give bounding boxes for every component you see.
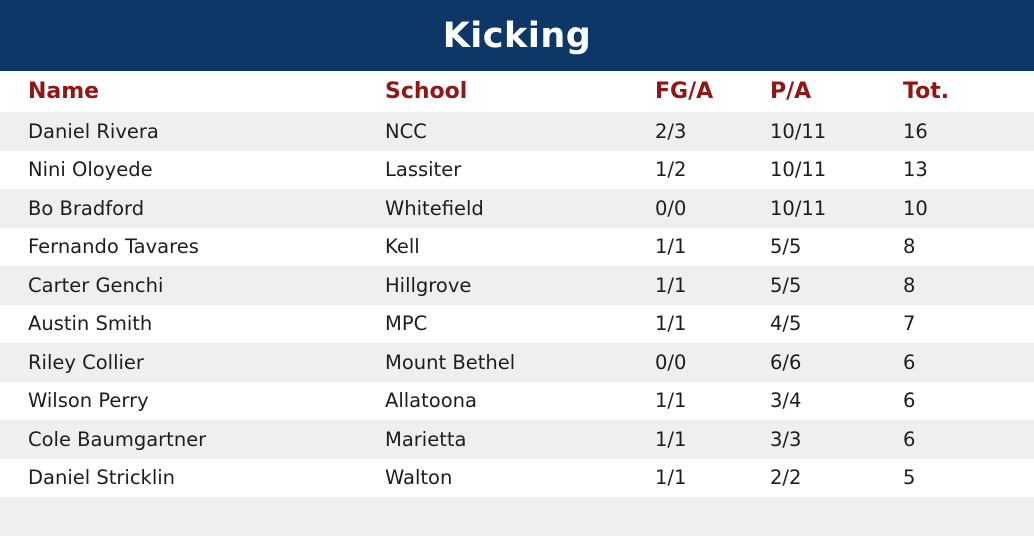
pa-cell: 10/11 <box>770 196 827 220</box>
school-cell: Marietta <box>385 427 467 451</box>
column-header-fga: FG/A <box>655 71 770 112</box>
table-row: Bo Bradford Whitefield 0/0 10/11 10 <box>0 189 1034 228</box>
school-cell: Kell <box>385 235 420 259</box>
school-cell: Walton <box>385 466 453 490</box>
school-cell: Allatoona <box>385 389 477 413</box>
column-header-name: Name <box>0 71 385 112</box>
school-cell: Hillgrove <box>385 273 472 297</box>
column-header-pa: P/A <box>770 71 903 112</box>
tot-cell: 6 <box>903 427 916 451</box>
tot-cell: 8 <box>903 273 916 297</box>
fga-cell: 1/1 <box>655 235 687 259</box>
pa-cell: 4/5 <box>770 312 802 336</box>
school-cell: Whitefield <box>385 196 484 220</box>
table-row-clipped <box>0 497 1034 536</box>
player-name-cell: Bo Bradford <box>28 196 145 220</box>
column-header-school: School <box>385 71 655 112</box>
tot-cell: 5 <box>903 466 916 490</box>
pa-cell: 5/5 <box>770 235 802 259</box>
player-name-cell: Daniel Stricklin <box>28 466 176 490</box>
table-row: Carter Genchi Hillgrove 1/1 5/5 8 <box>0 266 1034 305</box>
table-header-row: Name School FG/A P/A Tot. <box>0 71 1034 112</box>
player-name-cell: Nini Oloyede <box>28 158 153 182</box>
table-row: Wilson Perry Allatoona 1/1 3/4 6 <box>0 381 1034 420</box>
school-cell: MPC <box>385 312 428 336</box>
tot-cell: 8 <box>903 235 916 259</box>
empty-cell <box>903 497 1034 536</box>
empty-cell <box>0 497 385 536</box>
fga-cell: 1/2 <box>655 158 687 182</box>
tot-cell: 16 <box>903 119 928 143</box>
table-row: Fernando Tavares Kell 1/1 5/5 8 <box>0 227 1034 266</box>
empty-cell <box>385 497 655 536</box>
player-name-cell: Wilson Perry <box>28 389 149 413</box>
widget-title-bar: Kicking <box>0 0 1034 71</box>
pa-cell: 3/4 <box>770 389 802 413</box>
table-row: Nini Oloyede Lassiter 1/2 10/11 13 <box>0 150 1034 189</box>
kicking-stats-table: Name School FG/A P/A Tot. Daniel Rivera N… <box>0 71 1034 536</box>
table-row: Austin Smith MPC 1/1 4/5 7 <box>0 304 1034 343</box>
column-header-tot: Tot. <box>903 71 1034 112</box>
tot-cell: 10 <box>903 196 928 220</box>
fga-cell: 1/1 <box>655 273 687 297</box>
table-row: Cole Baumgartner Marietta 1/1 3/3 6 <box>0 420 1034 459</box>
table-row: Daniel Stricklin Walton 1/1 2/2 5 <box>0 458 1034 497</box>
table-row: Riley Collier Mount Bethel 0/0 6/6 6 <box>0 343 1034 382</box>
tot-cell: 13 <box>903 158 928 182</box>
player-name-cell: Daniel Rivera <box>28 119 159 143</box>
empty-cell <box>655 497 770 536</box>
page-title: Kicking <box>442 15 592 56</box>
table-body: Daniel Rivera NCC 2/3 10/11 16 Nini Oloyede La… <box>0 112 1034 536</box>
pa-cell: 6/6 <box>770 350 802 374</box>
pa-cell: 10/11 <box>770 158 827 182</box>
school-cell: NCC <box>385 119 427 143</box>
school-cell: Lassiter <box>385 158 462 182</box>
fga-cell: 2/3 <box>655 119 687 143</box>
fga-cell: 1/1 <box>655 466 687 490</box>
pa-cell: 2/2 <box>770 466 802 490</box>
fga-cell: 0/0 <box>655 350 687 374</box>
player-name-cell: Fernando Tavares <box>28 235 199 259</box>
pa-cell: 3/3 <box>770 427 802 451</box>
tot-cell: 6 <box>903 389 916 413</box>
pa-cell: 10/11 <box>770 119 827 143</box>
player-name-cell: Cole Baumgartner <box>28 427 207 451</box>
pa-cell: 5/5 <box>770 273 802 297</box>
fga-cell: 1/1 <box>655 389 687 413</box>
tot-cell: 6 <box>903 350 916 374</box>
fga-cell: 1/1 <box>655 312 687 336</box>
player-name-cell: Carter Genchi <box>28 273 164 297</box>
fga-cell: 1/1 <box>655 427 687 451</box>
tot-cell: 7 <box>903 312 916 336</box>
fga-cell: 0/0 <box>655 196 687 220</box>
school-cell: Mount Bethel <box>385 350 516 374</box>
table-row: Daniel Rivera NCC 2/3 10/11 16 <box>0 112 1034 151</box>
player-name-cell: Riley Collier <box>28 350 144 374</box>
player-name-cell: Austin Smith <box>28 312 153 336</box>
empty-cell <box>770 497 903 536</box>
